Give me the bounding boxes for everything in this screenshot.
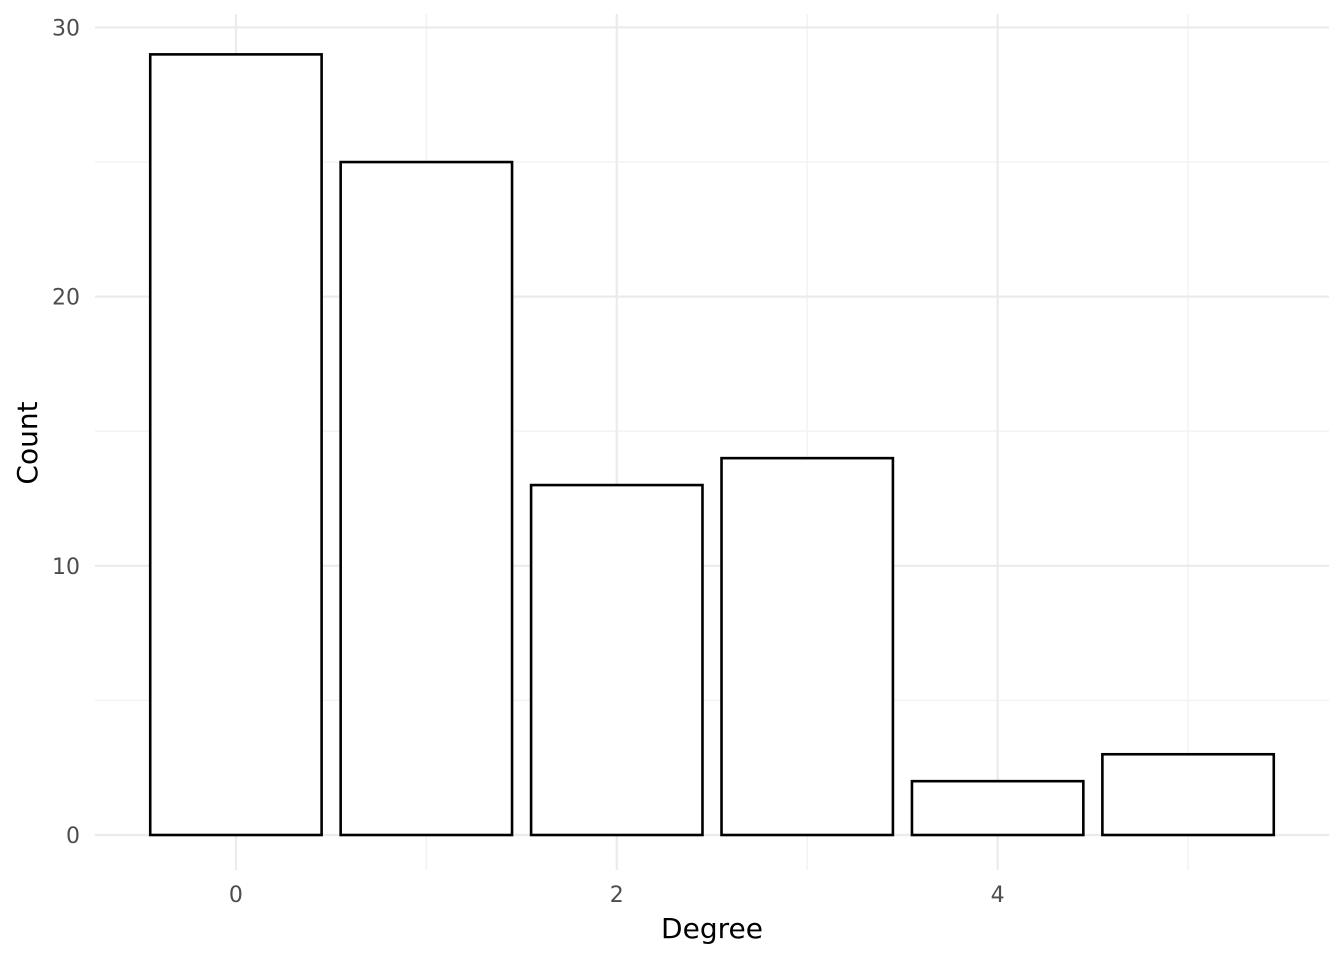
y-tick-label: 10 xyxy=(52,555,80,580)
bar-degree-0 xyxy=(148,53,323,837)
bar-degree-2 xyxy=(529,483,704,837)
x-axis-title: Degree xyxy=(661,912,763,945)
y-tick-label: 30 xyxy=(52,16,80,41)
bar-degree-1 xyxy=(339,160,514,837)
x-tick-label: 0 xyxy=(229,883,243,908)
x-tick-label: 2 xyxy=(610,883,624,908)
bar-degree-4 xyxy=(910,779,1085,837)
y-axis-ticks: 0 10 20 30 xyxy=(52,16,80,849)
x-tick-label: 4 xyxy=(991,883,1005,908)
bars xyxy=(148,53,1276,837)
x-axis-ticks: 0 2 4 xyxy=(229,883,1005,908)
bar-degree-5 xyxy=(1101,752,1276,837)
y-tick-label: 20 xyxy=(52,286,80,311)
y-tick-label: 0 xyxy=(66,824,80,849)
bar-degree-3 xyxy=(720,456,895,837)
y-axis-title: Count xyxy=(11,401,44,484)
